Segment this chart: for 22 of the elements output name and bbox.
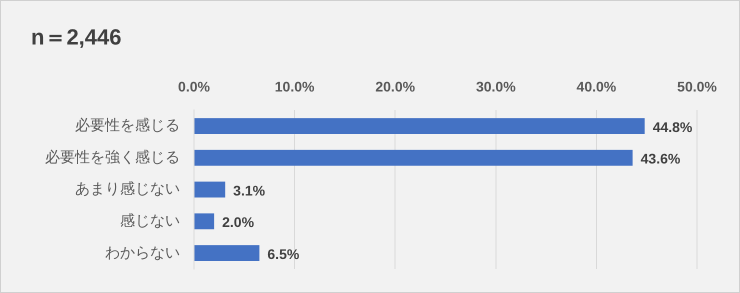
x-tick-label: 0.0% (178, 78, 210, 95)
data-label: 2.0% (222, 214, 255, 230)
bar (194, 245, 260, 262)
y-tick-label: 感じない (120, 212, 180, 230)
y-tick-label: 必要性を感じる (75, 117, 180, 134)
data-label: 44.8% (652, 118, 693, 135)
bar (194, 182, 226, 198)
bar (194, 118, 645, 134)
data-label: 43.6% (640, 150, 681, 167)
chart-title: n＝2,446 (31, 24, 122, 50)
bar (194, 150, 633, 166)
x-tick-label: 10.0% (274, 78, 315, 95)
data-label: 3.1% (233, 182, 266, 198)
x-tick-label: 50.0% (677, 78, 718, 95)
y-tick-label: あまり感じない (75, 180, 180, 198)
data-label: 6.5% (267, 246, 300, 262)
x-tick-label: 30.0% (476, 78, 516, 95)
x-tick-label: 20.0% (375, 78, 416, 95)
y-tick-label: 必要性を強く感じる (45, 148, 180, 166)
x-tick-label: 40.0% (576, 78, 617, 95)
y-tick-label: わからない (105, 244, 180, 262)
bar (194, 213, 214, 230)
